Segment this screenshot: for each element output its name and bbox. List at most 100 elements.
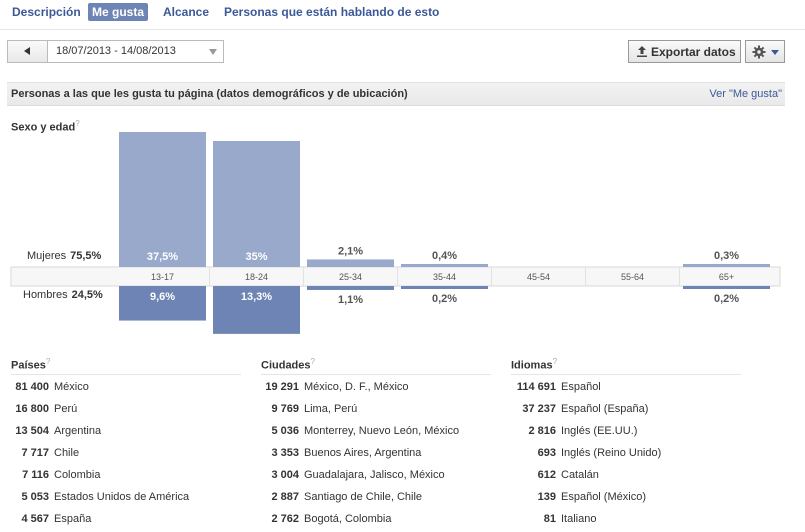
women-total-label: Mujeres 75,5% [27, 250, 101, 262]
list-item-name: Perú [54, 403, 78, 415]
list-item: 612 Catalán [511, 464, 661, 486]
list-item: 693 Inglés (Reino Unido) [511, 442, 662, 464]
list-item: 7 116 Colombia [11, 464, 189, 486]
age-tick-label: 65+ [719, 272, 734, 282]
countries-title-text: Países [11, 359, 46, 372]
list-item-count: 693 [537, 447, 556, 459]
chevron-down-icon [771, 50, 779, 55]
list-item-name: Bogotá, Colombia [304, 513, 392, 525]
list-item-name: Santiago de Chile, Chile [304, 491, 423, 503]
list-item: 2 887 Santiago de Chile, Chile [261, 486, 459, 508]
dropdown-arrow-icon[interactable] [209, 49, 217, 55]
list-item-count: 2 887 [271, 491, 299, 503]
gender-age-title-text: Sexo y edad [11, 121, 76, 134]
men-bar-label: 0,2% [432, 293, 457, 305]
list-item-count: 5 053 [21, 491, 49, 503]
list-item-count: 5 036 [271, 425, 299, 437]
list-item: 81 400 México [11, 376, 189, 398]
list-item-name: Chile [54, 447, 80, 459]
languages-title-text: Idiomas [511, 359, 553, 372]
age-tick-label: 35-44 [433, 272, 456, 282]
list-item-name: México [54, 381, 89, 393]
list-item-count: 3 004 [271, 469, 299, 481]
list-item-count: 7 116 [22, 469, 49, 481]
settings-menu-button[interactable] [745, 40, 785, 63]
export-icon [637, 46, 647, 57]
gear-icon [752, 45, 766, 59]
cities-title-text: Ciudades [261, 359, 311, 372]
list-item: 5 036 Monterrey, Nuevo León, México [261, 420, 459, 442]
list-item-count: 19 291 [265, 381, 299, 393]
list-item: 7 717 Chile [11, 442, 189, 464]
list-item-count: 37 237 [522, 403, 556, 415]
languages-title: Idiomas? [511, 357, 741, 375]
cities-title: Ciudades? [261, 357, 491, 375]
men-bar [119, 286, 206, 321]
list-item: 4 567 España [11, 508, 189, 530]
men-label: Hombres [23, 289, 68, 301]
gender-age-title: Sexo y edad? [11, 119, 80, 134]
women-bar [213, 141, 300, 267]
men-bar-label: 13,3% [241, 291, 272, 303]
list-item-name: Español (México) [561, 491, 646, 503]
list-item: 37 237 Español (España) [511, 398, 661, 420]
list-item-name: Italiano [561, 513, 597, 525]
list-item-count: 16 800 [15, 403, 49, 415]
men-bar [307, 286, 394, 290]
age-tick-label: 45-54 [527, 272, 550, 282]
help-icon[interactable]: ? [75, 119, 80, 128]
men-bar [683, 286, 770, 289]
list-item-count: 3 353 [271, 447, 299, 459]
list-item: 9 769 Lima, Perú [261, 398, 459, 420]
tab-descripcion[interactable]: Descripción [12, 5, 81, 19]
tab-alcance[interactable]: Alcance [163, 5, 210, 19]
list-item-name: España [54, 513, 92, 525]
view-likes-link[interactable]: Ver "Me gusta" [709, 88, 782, 100]
section-header: Personas a las que les gusta tu página (… [7, 82, 785, 106]
age-tick-label: 55-64 [621, 272, 644, 282]
list-item: 139 Español (México) [511, 486, 661, 508]
list-item-count: 9 769 [271, 403, 299, 415]
list-item-name: Estados Unidos de América [54, 491, 190, 503]
date-range-selector[interactable]: 18/07/2013 - 14/08/2013 [7, 40, 224, 63]
list-item: 2 816 Inglés (EE.UU.) [511, 420, 661, 442]
list-item-name: Español [561, 381, 601, 393]
tab-personas-hablando[interactable]: Personas que están hablando de esto [224, 5, 440, 19]
list-item-name: Inglés (Reino Unido) [561, 447, 662, 459]
export-data-button[interactable]: Exportar datos [628, 40, 741, 63]
age-tick-label: 25-34 [339, 272, 362, 282]
men-bar-label: 1,1% [338, 294, 363, 306]
women-bar [683, 264, 770, 267]
countries-title: Países? [11, 357, 241, 375]
age-tick-label: 18-24 [245, 272, 268, 282]
list-item-name: Colombia [54, 469, 101, 481]
list-item-count: 2 762 [271, 513, 299, 525]
list-item-name: Inglés (EE.UU.) [561, 425, 638, 437]
list-item: 81 Italiano [511, 508, 661, 530]
previous-period-button[interactable] [8, 41, 48, 62]
list-item-name: Argentina [54, 425, 102, 437]
tab-bar: Descripción Me gusta Alcance Personas qu… [0, 0, 805, 30]
list-item-name: Buenos Aires, Argentina [304, 447, 422, 459]
men-bar-label: 9,6% [150, 291, 175, 303]
list-item-count: 13 504 [15, 425, 49, 437]
list-item: 114 691 Español [511, 376, 661, 398]
countries-list: 81 400 México 16 800 Perú 13 504 Argentina 7 7… [11, 376, 189, 530]
list-item-name: Catalán [561, 469, 599, 481]
list-item-name: México, D. F., México [304, 381, 409, 393]
women-bar [119, 132, 206, 267]
women-bar-label: 2,1% [338, 245, 363, 257]
women-label: Mujeres [27, 250, 67, 262]
list-item-count: 612 [537, 469, 556, 481]
list-item: 3 004 Guadalajara, Jalisco, México [261, 464, 459, 486]
age-tick-label: 13-17 [151, 272, 174, 282]
list-item-count: 81 400 [15, 381, 49, 393]
men-bar [401, 286, 488, 289]
help-icon[interactable]: ? [310, 357, 315, 366]
age-axis-band [10, 266, 781, 287]
women-bar-label: 37,5% [147, 251, 178, 263]
tab-me-gusta[interactable]: Me gusta [88, 3, 149, 21]
help-icon[interactable]: ? [45, 357, 51, 366]
arrow-left-icon [24, 47, 30, 55]
help-icon[interactable]: ? [552, 357, 558, 366]
